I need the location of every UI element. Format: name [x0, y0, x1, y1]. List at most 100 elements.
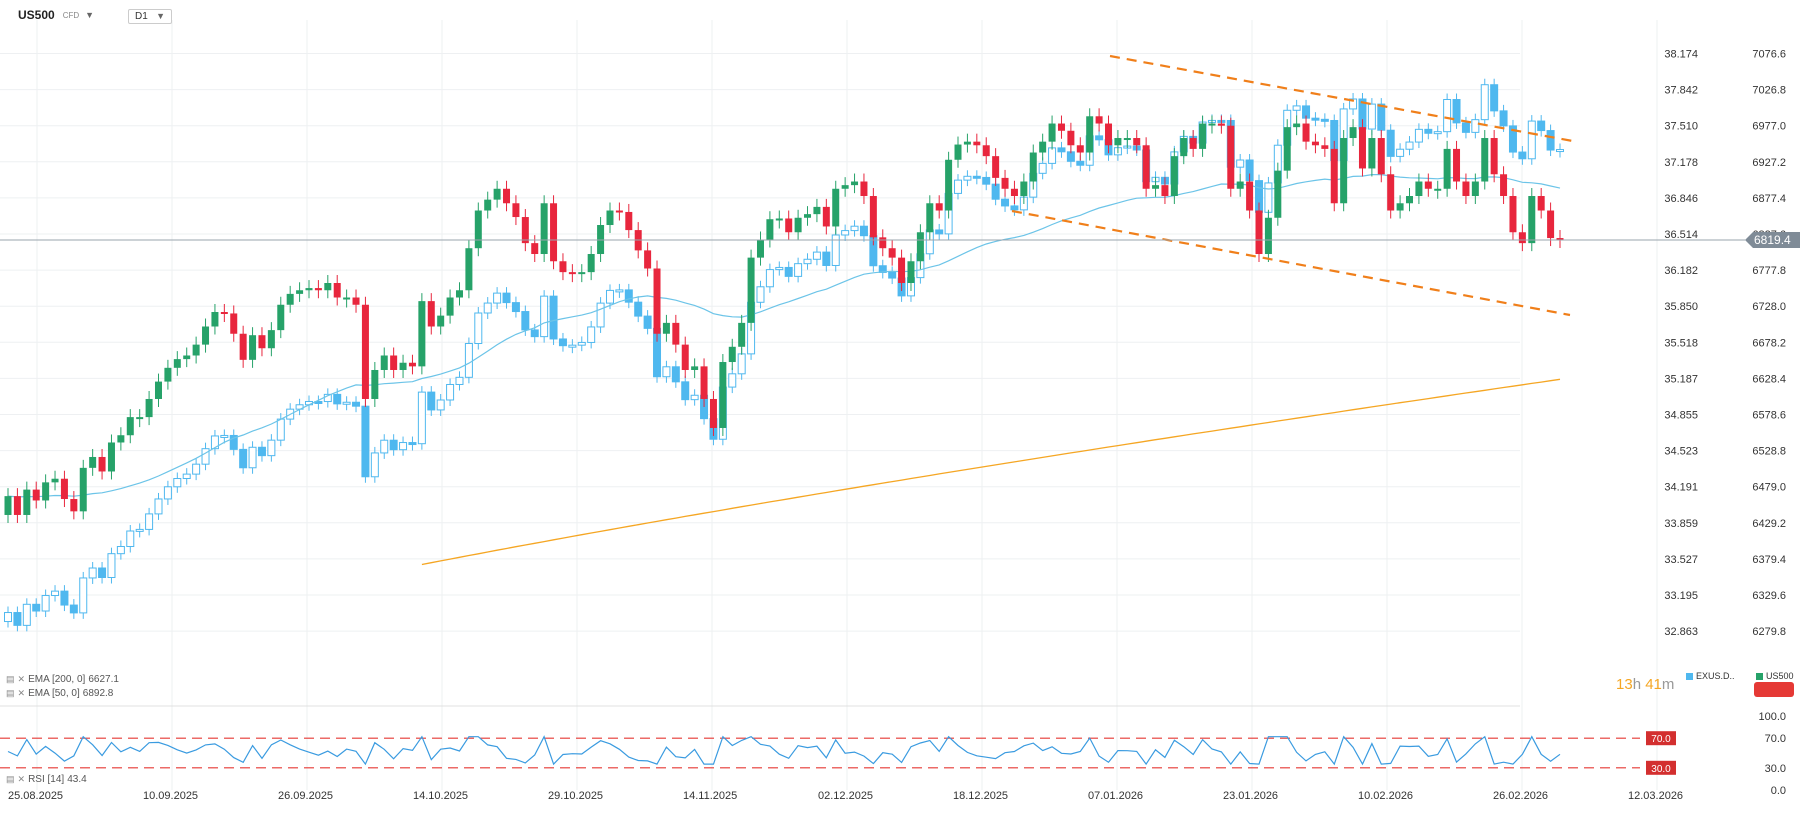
us500-candle — [418, 301, 426, 367]
us500-candle — [935, 203, 943, 211]
us500-candle — [531, 243, 539, 255]
compare-candle — [878, 265, 887, 273]
ema50-indicator[interactable]: ▤ ✕ EMA [50, 0] 6892.8 — [6, 688, 113, 699]
us500-candle — [916, 232, 924, 262]
x-axis-tick: 18.12.2025 — [953, 790, 1008, 802]
us500-candle — [1471, 181, 1479, 197]
timer-hours: 13 — [1616, 676, 1633, 693]
settings-icon[interactable]: ▤ — [6, 774, 15, 784]
compare-candle — [1452, 99, 1461, 124]
us500-candle — [136, 417, 144, 420]
compare-candle — [935, 229, 944, 235]
us500-candle — [1048, 123, 1056, 142]
right-axis-tick: 6678.2 — [1752, 337, 1786, 349]
compare-candle — [831, 234, 840, 266]
right-axis-tick: 7076.6 — [1752, 49, 1786, 61]
compare-candle — [568, 344, 577, 348]
ema200-value: 6627.1 — [88, 674, 119, 685]
compare-candle — [1320, 118, 1329, 122]
us500-candle — [954, 144, 962, 160]
us500-candle — [79, 467, 87, 512]
us500-candle — [644, 250, 652, 269]
compare-candle — [1386, 129, 1395, 157]
compare-candle — [1546, 130, 1555, 151]
us500-candle — [154, 381, 162, 399]
rsi-level-tag — [1646, 731, 1676, 746]
compare-candle — [1311, 117, 1320, 121]
compare-candle — [1480, 84, 1489, 121]
us500-candle — [1255, 210, 1263, 255]
us500-candle — [1443, 148, 1451, 189]
close-icon[interactable]: ✕ — [17, 774, 26, 784]
x-axis-tick: 29.10.2025 — [548, 790, 603, 802]
us500-candle — [1105, 123, 1113, 146]
us500-candle — [267, 330, 275, 349]
rsi-indicator[interactable]: ▤ ✕ RSI [14] 43.4 — [6, 774, 87, 785]
chevron-down-icon[interactable]: ▼ — [85, 10, 95, 20]
us500-candle — [117, 435, 125, 443]
us500-candle — [239, 333, 247, 360]
compare-candle — [1001, 198, 1010, 207]
timeframe-value: D1 — [135, 11, 148, 22]
us500-candle — [1274, 170, 1282, 218]
compare-candle — [888, 271, 897, 279]
sell-button[interactable] — [1754, 682, 1794, 697]
compare-candle — [803, 258, 812, 265]
channel-lower-line — [1011, 209, 1571, 317]
grid — [0, 20, 1658, 790]
close-icon[interactable]: ✕ — [17, 674, 26, 684]
candle-countdown: 13h 41m — [1616, 676, 1674, 693]
us500-candle — [982, 145, 990, 157]
compare-candle — [1367, 103, 1376, 130]
us500-candle — [1208, 123, 1216, 126]
compare-candle — [775, 266, 784, 271]
settings-icon[interactable]: ▤ — [6, 674, 15, 684]
us500-candle — [804, 214, 812, 218]
us500-candle — [107, 442, 115, 472]
legend-series1[interactable]: EXUS.D.. — [1686, 671, 1735, 681]
us500-candle — [587, 254, 595, 273]
compare-candle — [1349, 98, 1358, 110]
ema200-indicator[interactable]: ▤ ✕ EMA [200, 0] 6627.1 — [6, 674, 119, 685]
timeframe-select[interactable]: D1 ▼ — [128, 9, 172, 24]
compare-candle — [1471, 119, 1480, 133]
compare-candle — [408, 442, 417, 446]
compare-candle — [126, 530, 135, 548]
compare-candle — [380, 439, 389, 454]
legend-series2[interactable]: US500 — [1756, 671, 1794, 681]
us500-candle — [794, 217, 802, 233]
compare-candle — [107, 553, 116, 579]
us500-candle — [51, 478, 59, 483]
us500-candle — [1095, 116, 1103, 124]
compare-candle — [549, 295, 558, 340]
compare-candle — [1236, 159, 1245, 168]
us500-candle — [1076, 145, 1084, 153]
us500-candle — [1029, 152, 1037, 182]
us500-candle — [1556, 238, 1564, 241]
us500-candle — [1086, 116, 1094, 153]
compare-candle — [690, 394, 699, 401]
left-axis-tick: 34.523 — [1664, 446, 1698, 458]
us500-candle — [60, 478, 68, 500]
chevron-down-icon: ▼ — [156, 11, 165, 21]
us500-candle — [1302, 123, 1310, 142]
us500-candle — [1133, 138, 1141, 146]
compare-candle — [4, 612, 12, 623]
left-axis-tick: 32.863 — [1664, 626, 1698, 638]
compare-candle — [342, 401, 351, 405]
right-axis-tick: 6379.4 — [1752, 554, 1786, 566]
timer-m-unit: m — [1661, 676, 1675, 693]
compare-candle — [116, 546, 125, 555]
rsi-axis-tick: 100.0 — [1758, 711, 1786, 723]
settings-icon[interactable]: ▤ — [6, 688, 15, 698]
compare-candle — [681, 381, 690, 401]
compare-candle — [1443, 99, 1452, 133]
symbol-name[interactable]: US500 — [18, 8, 55, 22]
close-icon[interactable]: ✕ — [17, 688, 26, 698]
compare-candle — [276, 418, 285, 441]
compare-candle — [417, 391, 426, 445]
left-axis-tick: 35.187 — [1664, 373, 1698, 385]
right-axis-tick: 6777.8 — [1752, 265, 1786, 277]
compare-candle — [13, 612, 22, 626]
